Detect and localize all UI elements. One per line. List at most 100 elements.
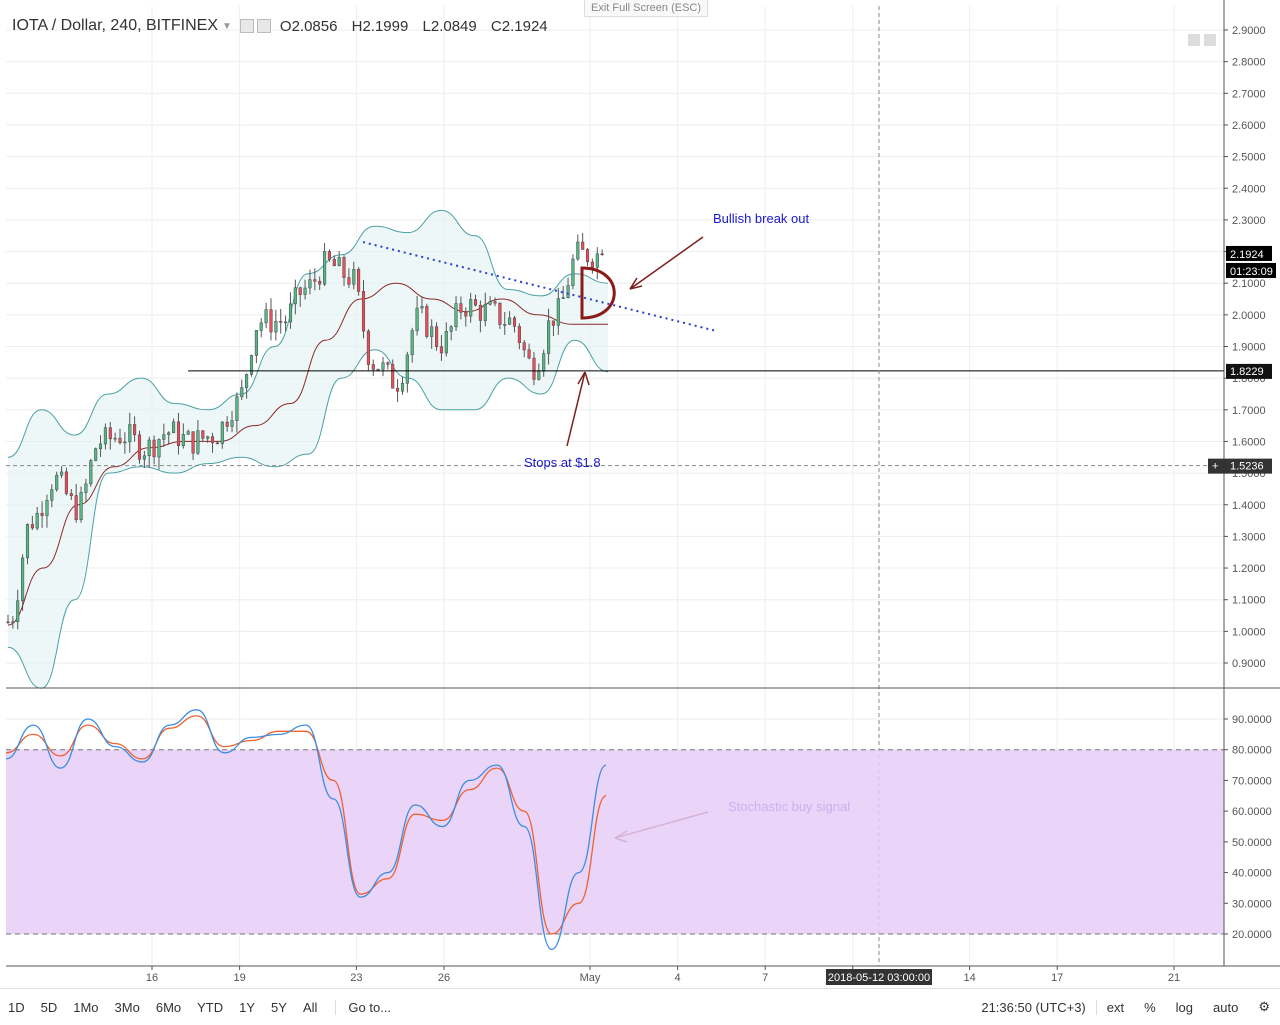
price-tick-label: 1.4000: [1232, 500, 1266, 512]
log-toggle[interactable]: log: [1175, 999, 1194, 1015]
candle-body: [459, 303, 463, 313]
candle-body: [293, 287, 297, 305]
candle-body: [249, 355, 254, 375]
pane-maximize-icon[interactable]: [1204, 34, 1216, 46]
range-6mo-button[interactable]: 6Mo: [155, 999, 182, 1015]
candle-body: [279, 320, 283, 323]
stoch-band-zone: [6, 749, 1224, 934]
range-5d-button[interactable]: 5D: [40, 999, 58, 1015]
range-3mo-button[interactable]: 3Mo: [114, 999, 140, 1015]
candle-body: [454, 303, 458, 328]
candle-body: [512, 317, 517, 327]
symbol-title[interactable]: IOTA / Dollar, 240, BITFINEX: [12, 17, 218, 34]
candle-body: [16, 600, 20, 623]
candle-body: [323, 251, 327, 285]
arrow-breakout-head: [629, 277, 643, 290]
candle-body: [235, 396, 239, 421]
time-tick-label: 26: [438, 972, 450, 984]
candle-body: [430, 326, 434, 337]
candle-body: [50, 489, 54, 501]
exit-fullscreen-button[interactable]: Exit Full Screen (ESC): [584, 0, 709, 17]
range-5y-button[interactable]: 5Y: [271, 999, 287, 1015]
gear-icon[interactable]: [256, 19, 271, 33]
candle-body: [464, 311, 468, 317]
ohlc-values: O2.0856 H2.1999 L2.0849 C2.1924: [280, 18, 558, 35]
ext-toggle[interactable]: ext: [1095, 999, 1134, 1015]
candle-body: [547, 320, 551, 354]
candle-body: [40, 512, 44, 516]
candle-body: [595, 253, 599, 268]
candle-body: [108, 427, 112, 440]
candle-body: [400, 383, 405, 392]
chevron-down-icon[interactable]: ▼: [222, 20, 232, 32]
candle-body: [532, 357, 536, 380]
price-tick-label: 1.0000: [1232, 626, 1266, 638]
candle-body: [298, 287, 302, 295]
candle-body: [11, 621, 15, 624]
bottom-toolbar: 1D 5D 1Mo 3Mo 6Mo YTD 1Y 5Y All Go to...…: [0, 988, 1280, 1025]
countdown-badge: [1226, 262, 1276, 278]
percent-toggle[interactable]: %: [1144, 999, 1156, 1015]
time-tick-label: 23: [350, 972, 362, 984]
time-tick-label: 17: [1051, 972, 1063, 984]
price-tick-label: 2.3000: [1232, 215, 1266, 227]
candle-body: [537, 371, 541, 380]
candle-body: [89, 460, 93, 485]
stoch-k-line: [5, 709, 607, 951]
candle-body: [327, 251, 331, 260]
range-all-button[interactable]: All: [302, 999, 318, 1015]
candle-body: [94, 448, 98, 461]
trendline[interactable]: [362, 241, 716, 332]
candle-body: [517, 326, 521, 343]
candle-body: [556, 298, 560, 326]
time-tick-label: 16: [146, 972, 158, 984]
candle-body: [483, 304, 487, 321]
range-ytd-button[interactable]: YTD: [197, 999, 224, 1015]
candle-body: [167, 432, 171, 435]
price-tick-label: 2.8000: [1232, 57, 1266, 69]
candle-body: [254, 330, 258, 356]
arrow-breakout: [629, 236, 704, 290]
candle-body: [590, 261, 594, 268]
candle-body: [571, 258, 575, 286]
candle-body: [508, 317, 512, 325]
candle-body: [332, 259, 336, 267]
range-1mo-button[interactable]: 1Mo: [73, 999, 99, 1015]
ohlc-low: L2.0849: [422, 17, 477, 35]
last-price-label: 2.1924: [1230, 249, 1264, 261]
candle-body: [69, 493, 73, 496]
candle-body: [366, 330, 370, 365]
candle-body: [103, 427, 107, 445]
crosshair-time-badge: [826, 969, 932, 985]
clock-readout[interactable]: 21:36:50 (UTC+3): [981, 999, 1086, 1015]
price-tick-label: 1.1000: [1232, 595, 1266, 607]
candle-body: [30, 524, 34, 529]
support-price-badge: [1226, 363, 1272, 379]
candle-body: [386, 362, 390, 365]
candle-body: [201, 430, 205, 439]
chart-header: IOTA / Dollar, 240, BITFINEX ▼ O2.0856 H…: [6, 14, 558, 38]
candle-body: [240, 387, 244, 397]
candle-body: [405, 354, 409, 384]
candle-body: [371, 364, 375, 370]
auto-toggle[interactable]: auto: [1213, 999, 1239, 1015]
candle-body: [259, 322, 263, 331]
candle-body: [396, 387, 400, 392]
price-tick-label: 0.9000: [1232, 658, 1266, 670]
candle-body: [391, 364, 395, 389]
price-tick-label: 1.6000: [1232, 436, 1266, 448]
range-1y-button[interactable]: 1Y: [239, 999, 256, 1015]
range-1d-button[interactable]: 1D: [8, 999, 25, 1015]
stoch-tick-label: 50.0000: [1232, 837, 1272, 849]
candle-body: [84, 483, 88, 493]
gear-icon[interactable]: ⚙: [1258, 999, 1270, 1014]
d-marker-shape: [580, 266, 616, 320]
candle-body: [318, 280, 322, 285]
candle-body: [245, 374, 249, 388]
pane-minimize-icon[interactable]: [1188, 34, 1200, 46]
arrow-stops-head: [577, 371, 590, 386]
settings-icon[interactable]: [239, 19, 254, 33]
goto-date-button[interactable]: Go to...: [335, 999, 403, 1015]
